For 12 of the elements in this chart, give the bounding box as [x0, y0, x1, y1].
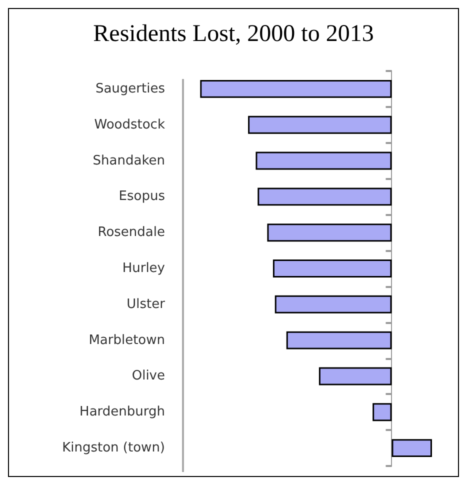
- y-tick-label: Saugerties: [95, 81, 166, 96]
- y-tick-label: Shandaken: [92, 153, 165, 168]
- y-tick-label: Olive: [132, 368, 165, 384]
- y-tick-label: Kingston (town): [62, 440, 165, 456]
- y-tick-label: Ulster: [126, 296, 166, 312]
- y-tick-label: Woodstock: [94, 117, 166, 132]
- y-tick-label: Hurley: [122, 261, 166, 276]
- y-tick-label: Rosendale: [98, 225, 165, 240]
- y-tick-label: Esopus: [118, 189, 166, 204]
- y-tick-label: Marbletown: [88, 332, 165, 348]
- chart-title: Residents Lost, 2000 to 2013: [93, 21, 374, 47]
- y-tick-label: Hardenburgh: [80, 404, 165, 420]
